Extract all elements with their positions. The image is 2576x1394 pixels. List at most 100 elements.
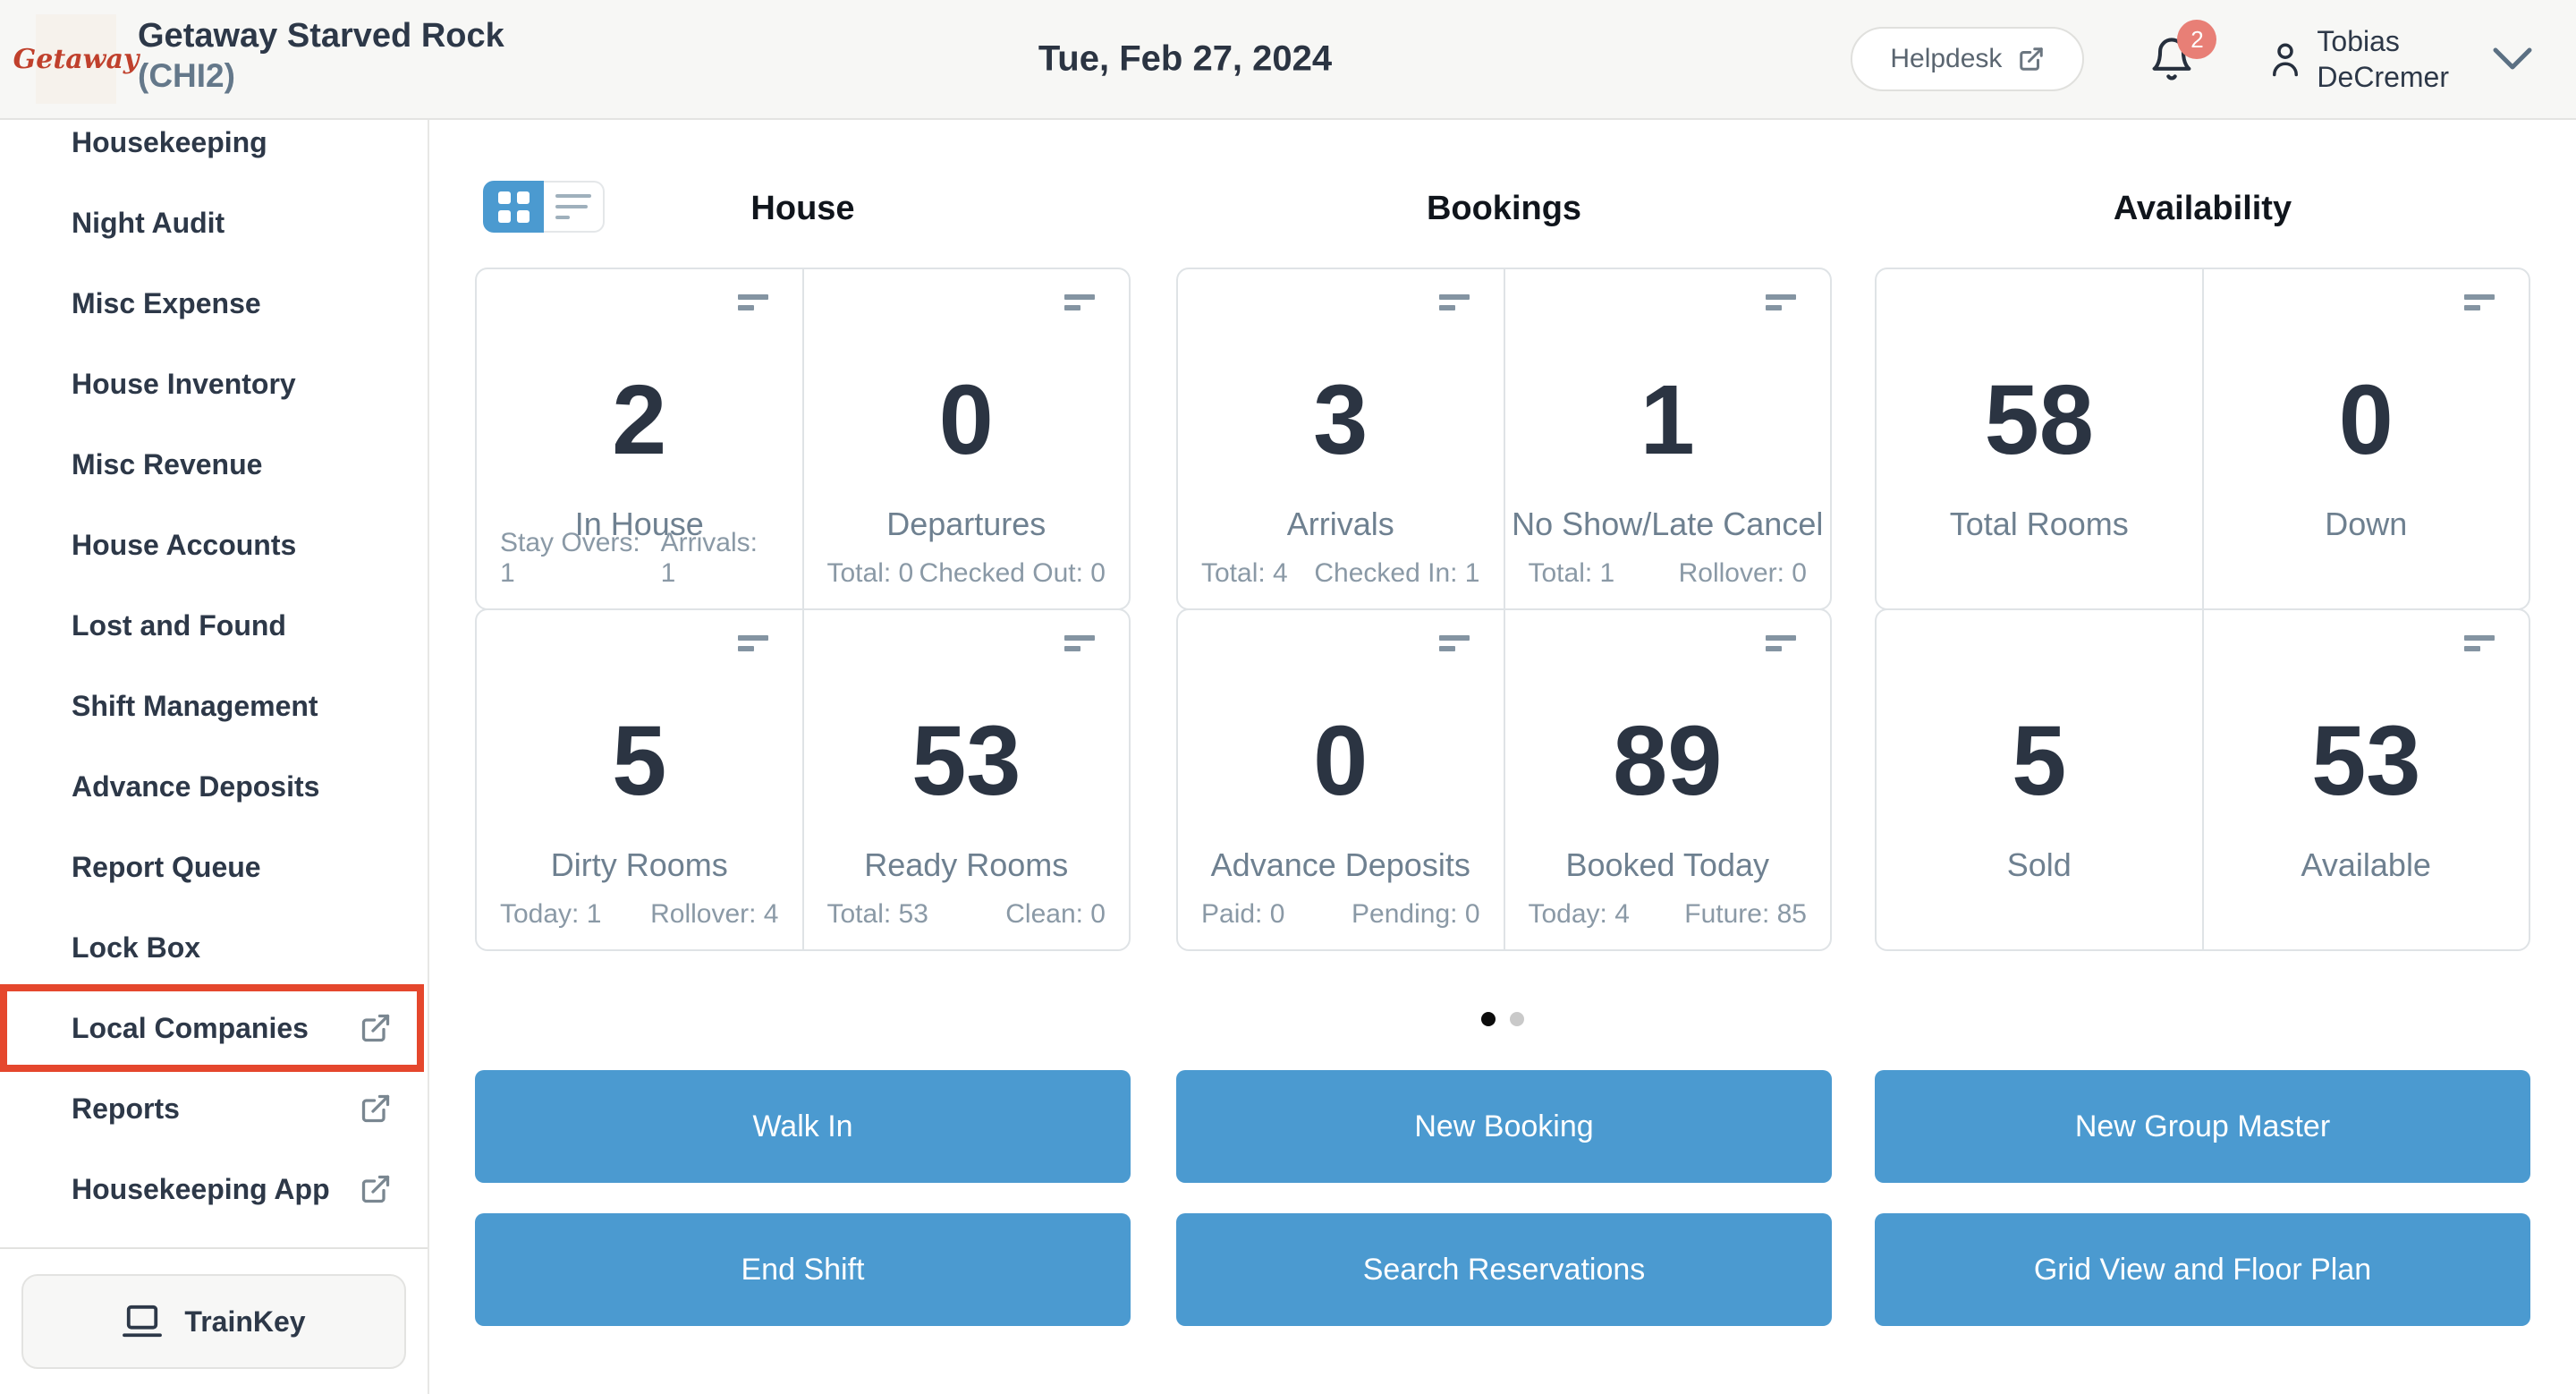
sidebar-item-misc-expense[interactable]: Misc Expense	[0, 263, 428, 344]
card-menu-icon[interactable]	[1064, 294, 1095, 310]
availability-row-1: 58 Total Rooms 0 Down	[1875, 268, 2530, 610]
sidebar-item-lost-and-found[interactable]: Lost and Found	[0, 585, 428, 666]
card-stats: Total: 1 Rollover: 0	[1529, 558, 1808, 589]
search-reservations-button[interactable]: Search Reservations	[1176, 1213, 1832, 1326]
card-label: Arrivals	[1286, 505, 1394, 542]
card-menu-icon[interactable]	[1766, 294, 1796, 310]
card-menu-icon[interactable]	[1766, 635, 1796, 651]
sidebar-item-label: Lost and Found	[72, 608, 286, 642]
card-total-rooms[interactable]: 58 Total Rooms	[1877, 269, 2202, 608]
card-menu-icon[interactable]	[1438, 294, 1470, 310]
view-toggle	[483, 181, 605, 233]
sidebar-item-housekeeping-app[interactable]: Housekeeping App	[0, 1149, 428, 1229]
card-menu-icon[interactable]	[2464, 294, 2495, 310]
sidebar-item-label: Housekeeping	[72, 125, 267, 158]
sidebar-item-house-inventory[interactable]: House Inventory	[0, 344, 428, 424]
sidebar-item-report-queue[interactable]: Report Queue	[0, 827, 428, 907]
external-link-icon	[360, 1012, 392, 1044]
card-value: 0	[1313, 705, 1368, 816]
card-dirty-rooms[interactable]: 5 Dirty Rooms Today: 1 Rollover: 4	[477, 610, 802, 949]
sidebar-item-label: House Accounts	[72, 528, 297, 561]
sidebar-item-lock-box[interactable]: Lock Box	[0, 907, 428, 988]
availability-cards: 58 Total Rooms 0 Down 5 Sold 53 Availabl	[1875, 268, 2530, 951]
grid-view-floor-plan-button[interactable]: Grid View and Floor Plan	[1875, 1213, 2530, 1326]
user-first-name: Tobias	[2317, 25, 2400, 57]
sidebar-item-label: Lock Box	[72, 931, 201, 964]
card-departures[interactable]: 0 Departures Total: 0 Checked Out: 0	[801, 269, 1130, 608]
sidebar-item-reports[interactable]: Reports	[0, 1068, 428, 1149]
property-name: Getaway Starved Rock	[138, 17, 504, 55]
list-view-button[interactable]	[544, 181, 605, 233]
sidebar-item-advance-deposits[interactable]: Advance Deposits	[0, 746, 428, 827]
notifications-button[interactable]: 2	[2148, 20, 2217, 84]
helpdesk-button[interactable]: Helpdesk	[1851, 27, 2085, 91]
card-available[interactable]: 53 Available	[2201, 610, 2529, 949]
new-booking-button[interactable]: New Booking	[1176, 1070, 1832, 1183]
card-menu-icon[interactable]	[2464, 635, 2495, 651]
sidebar-item-label: Housekeeping App	[72, 1172, 330, 1205]
trainkey-button[interactable]: TrainKey	[21, 1274, 406, 1369]
card-ready-rooms[interactable]: 53 Ready Rooms Total: 53 Clean: 0	[801, 610, 1130, 949]
laptop-icon	[122, 1304, 163, 1339]
card-stat-right: Checked In: 1	[1314, 558, 1480, 588]
sidebar-item-shift-management[interactable]: Shift Management	[0, 666, 428, 746]
card-label: Down	[2325, 505, 2408, 542]
card-stat-left: Total: 53	[826, 899, 928, 929]
sidebar-item-label: Shift Management	[72, 689, 318, 722]
grid-view-button[interactable]	[483, 181, 544, 233]
dashboard-main: House 2 In House Stay Overs: 1 Arrivals:…	[429, 120, 2576, 1394]
sidebar-item-housekeeping[interactable]: Housekeeping	[0, 102, 428, 183]
card-value: 3	[1313, 364, 1368, 475]
sidebar-item-label: House Inventory	[72, 367, 296, 400]
section-bookings: Bookings 3 Arrivals Total: 4 Checked In:…	[1176, 120, 1832, 1394]
card-value: 5	[612, 705, 667, 816]
card-stat-left: Paid: 0	[1201, 899, 1285, 929]
card-stat-left: Today: 4	[1528, 899, 1630, 929]
section-title: House	[750, 190, 855, 227]
card-in-house[interactable]: 2 In House Stay Overs: 1 Arrivals: 1	[477, 269, 802, 608]
section-house: House 2 In House Stay Overs: 1 Arrivals:…	[475, 120, 1131, 1394]
sidebar-item-local-companies[interactable]: Local Companies	[0, 984, 428, 1072]
card-sold[interactable]: 5 Sold	[1877, 610, 2202, 949]
external-link-icon	[360, 1173, 392, 1205]
card-stat-right: Pending: 0	[1352, 899, 1480, 929]
card-label: Available	[2301, 846, 2431, 883]
sidebar-item-house-accounts[interactable]: House Accounts	[0, 505, 428, 585]
card-value: 1	[1640, 364, 1695, 475]
card-advance-deposits[interactable]: 0 Advance Deposits Paid: 0 Pending: 0	[1178, 610, 1504, 949]
card-stat-right: Checked Out: 0	[919, 558, 1106, 588]
sidebar-item-label: Advance Deposits	[72, 769, 320, 803]
card-label: Ready Rooms	[864, 846, 1069, 883]
section-title: Availability	[2113, 190, 2292, 227]
sidebar-item-night-audit[interactable]: Night Audit	[0, 183, 428, 263]
card-stat-right: Rollover: 4	[650, 899, 779, 929]
card-arrivals[interactable]: 3 Arrivals Total: 4 Checked In: 1	[1178, 269, 1504, 608]
brand-logo-text: Getaway	[13, 43, 140, 75]
sidebar-item-label: Night Audit	[72, 206, 225, 239]
user-menu[interactable]: Tobias DeCremer	[2267, 23, 2533, 95]
card-booked-today[interactable]: 89 Booked Today Today: 4 Future: 85	[1503, 610, 1831, 949]
card-label: Dirty Rooms	[550, 846, 728, 883]
card-menu-icon[interactable]	[737, 294, 768, 310]
card-stat-right: Clean: 0	[1005, 899, 1106, 929]
card-menu-icon[interactable]	[1438, 635, 1470, 651]
sidebar-items: Housekeeping Night Audit Misc Expense Ho…	[0, 102, 428, 1229]
card-label: No Show/Late Cancel	[1512, 505, 1824, 542]
sidebar-item-misc-revenue[interactable]: Misc Revenue	[0, 424, 428, 505]
pagination-dot[interactable]	[1510, 1012, 1524, 1026]
sidebar-item-label: Misc Expense	[72, 286, 261, 319]
user-last-name: DeCremer	[2317, 61, 2449, 93]
card-no-show-late-cancel[interactable]: 1 No Show/Late Cancel Total: 1 Rollover:…	[1503, 269, 1831, 608]
card-menu-icon[interactable]	[737, 635, 768, 651]
pagination-dot-active[interactable]	[1481, 1012, 1496, 1026]
external-link-icon	[2018, 46, 2045, 72]
new-group-master-button[interactable]: New Group Master	[1875, 1070, 2530, 1183]
card-down[interactable]: 0 Down	[2201, 269, 2529, 608]
walk-in-button[interactable]: Walk In	[475, 1070, 1131, 1183]
card-menu-icon[interactable]	[1064, 635, 1095, 651]
card-value: 58	[1984, 364, 2094, 475]
card-label: Total Rooms	[1949, 505, 2129, 542]
sidebar-item-label: Report Queue	[72, 850, 261, 883]
end-shift-button[interactable]: End Shift	[475, 1213, 1131, 1326]
notification-badge: 2	[2177, 20, 2217, 59]
